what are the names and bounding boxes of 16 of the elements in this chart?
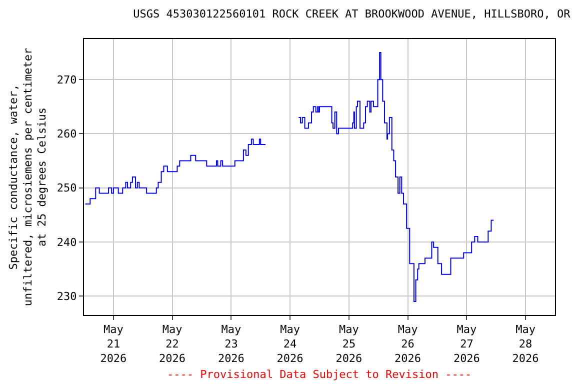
x-tick-label: May 21 2026 — [100, 323, 127, 365]
x-tick-label: May 23 2026 — [218, 323, 244, 365]
x-tick-label: May 22 2026 — [159, 323, 186, 365]
x-tick-label: May 24 2026 — [276, 323, 304, 365]
text: ---- Provisional Data Subject to Revision ---- — [167, 368, 472, 381]
y-tick-label: 250 — [56, 182, 77, 195]
x-tick-label: May 25 2026 — [336, 323, 362, 365]
x-tick-label: May 27 2026 — [453, 323, 480, 365]
y-tick-label: 230 — [56, 290, 77, 303]
x-tick-label: May 26 2026 — [394, 323, 422, 365]
y-axis-title: Specific conductance, water, unfiltered, microsiemens per centimeter at 25 degrees Celsius — [6, 47, 49, 306]
x-tick-label: May 28 2026 — [512, 323, 539, 365]
y-tick-label: 240 — [56, 236, 77, 249]
y-tick-label: 270 — [56, 73, 77, 86]
chart-title: USGS 453030122560101 ROCK CREEK AT BROOKWOOD AVENUE, HILLSBORO, OR — [133, 7, 571, 20]
y-tick-label: 260 — [56, 128, 77, 141]
